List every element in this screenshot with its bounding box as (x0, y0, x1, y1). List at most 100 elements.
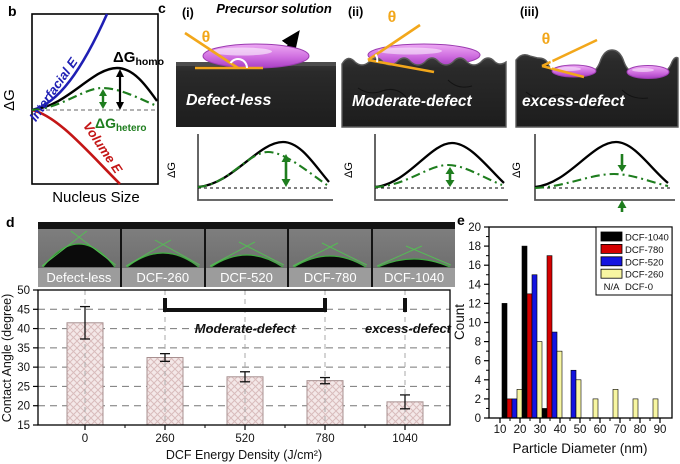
tangent-line-right (154, 239, 200, 266)
y-tick-label: 40 (17, 324, 30, 336)
plot-frame (37, 289, 451, 426)
y-tick-label: 4 (475, 375, 482, 387)
hist-bar-DCF-780 (546, 255, 553, 419)
dg-hetero-label: ΔGhetero (95, 115, 147, 134)
y-axis-title: Count (452, 304, 467, 340)
mini-dg-graph-3: ΔG (511, 134, 675, 212)
substrate-excess-defect (515, 49, 679, 128)
droplet-photo-4: DCF-780 (289, 229, 372, 287)
x-tick-label: 10 (494, 424, 507, 436)
x-tick-label: 20 (514, 424, 527, 436)
droplet-outline (126, 252, 199, 268)
interfacial-energy-label: Interfacial E (26, 55, 81, 124)
hist-bar-DCF-520 (531, 274, 538, 419)
droplet-photo-2: DCF-260 (121, 229, 204, 287)
hist-bar-DCF-260 (556, 350, 563, 419)
contact-angle-chart: 0 260 520 780 1040 15 20 25 30 35 40 45 50 Moderate-d… (0, 285, 452, 462)
legend-label: DCF-520 (625, 257, 664, 268)
y-tick-label: 20 (468, 222, 481, 234)
panel-b-letter: b (8, 3, 17, 19)
homogeneous-curve (31, 66, 158, 112)
legend-label: DCF-1040 (625, 233, 669, 244)
legend-label: DCF-0 (625, 282, 653, 293)
hist-bar-DCF-780 (526, 293, 533, 419)
excess-defect-title: excess-defect (522, 93, 625, 110)
tangent-line-right (322, 242, 368, 266)
y-tick-label: 0 (475, 413, 481, 425)
panel-e-letter: e (457, 212, 465, 228)
theta-symbol: θ (388, 9, 397, 26)
droplet-highlight (212, 47, 272, 56)
legend-swatch-DCF-780 (600, 244, 623, 254)
x-tick-label: 90 (654, 424, 667, 436)
legend-label: DCF-260 (625, 270, 664, 281)
y-tick-label: 30 (17, 362, 30, 374)
x-tick-label: 70 (614, 424, 627, 436)
hist-bar-DCF-260 (592, 398, 599, 419)
barrier-arrow (445, 167, 455, 187)
legend-swatch-DCF-260 (600, 268, 623, 279)
sub-index-i: (i) (182, 6, 194, 20)
dg-homo-label: ΔGhomo (113, 49, 164, 68)
angle-arc (549, 57, 553, 69)
x-tick-label: 780 (315, 433, 334, 445)
panel-b-frame (31, 13, 159, 185)
y-tick-label: 12 (468, 298, 481, 310)
hist-bar-DCF-1040 (501, 303, 508, 419)
hist-bar-DCF-260 (536, 341, 543, 419)
substrate-cracks (357, 79, 473, 104)
theta-symbol: θ (202, 29, 211, 46)
panel-c-ii: (ii) θ Moderate-defect (341, 5, 507, 128)
particle-diameter-histogram: 10 20 30 40 50 60 70 80 90 0 2 4 6 8 10 12 14 16 18 20 DCF-1… (452, 222, 673, 456)
panel-b-plot: ΔGhomo ΔGhetero Interfacial E Volume E Δ… (1, 13, 164, 206)
dg-hetero-arrow (99, 89, 107, 109)
hist-bar-DCF-520 (570, 369, 577, 419)
x-tick-label: 520 (235, 433, 254, 445)
x-axis-title: Particle Diameter (nm) (512, 441, 647, 456)
y-tick-label: 2 (475, 394, 481, 406)
hist-bar-DCF-1040 (541, 408, 548, 419)
homo-curve (374, 141, 505, 189)
up-arrow (617, 200, 627, 212)
strip-label: DCF-520 (205, 268, 288, 287)
droplet-outline (210, 254, 283, 268)
y-tick-label: 20 (17, 401, 30, 413)
mini-ylabel: ΔG (343, 162, 355, 178)
y-axis-title: Contact Angle (degree) (0, 294, 14, 423)
y-tick-label: 8 (475, 337, 481, 349)
mini-ylabel: ΔG (511, 162, 523, 178)
substrate-cracks (525, 89, 649, 109)
hist-bar-DCF-520 (551, 331, 558, 419)
y-tick-label: 15 (17, 420, 30, 432)
panel-b-ylabel: ΔG (1, 89, 18, 111)
droplet-outline (377, 258, 451, 268)
y-tick-label: 18 (468, 241, 481, 253)
strip-label: Defect-less (38, 268, 120, 287)
droplet-photo-1: Defect-less (38, 229, 120, 287)
droplet-highlight (632, 68, 654, 72)
mini-dg-graph-2: ΔG (343, 134, 508, 201)
barrier-arrow (281, 154, 291, 187)
droplet-in-well-2 (626, 65, 670, 79)
y-tick-label: 50 (17, 285, 30, 297)
droplet-photo-5: DCF-1040 (373, 229, 455, 287)
down-arrow (617, 154, 627, 172)
hist-bar-DCF-780 (506, 398, 513, 419)
tangent-line-right (238, 241, 284, 266)
interfacial-energy-curve (31, 13, 109, 112)
legend-swatch-DCF-1040 (600, 231, 623, 242)
defectless-title: Defect-less (186, 92, 271, 109)
y-tick-label: 25 (17, 381, 30, 393)
contact-angle-tangent (367, 23, 421, 62)
hetero-curve (534, 172, 669, 190)
theta-symbol: θ (542, 31, 551, 48)
panel-c-letter: c (158, 0, 166, 16)
panel-c-i: (i) Precursor solution θ Defect-less (176, 1, 336, 127)
excess-defect-label: excess-defect (365, 321, 452, 336)
x-tick-label: 40 (554, 424, 567, 436)
moderate-defect-title: Moderate-defect (352, 93, 473, 110)
x-tick-label: 80 (634, 424, 647, 436)
x-tick-label: 60 (594, 424, 607, 436)
